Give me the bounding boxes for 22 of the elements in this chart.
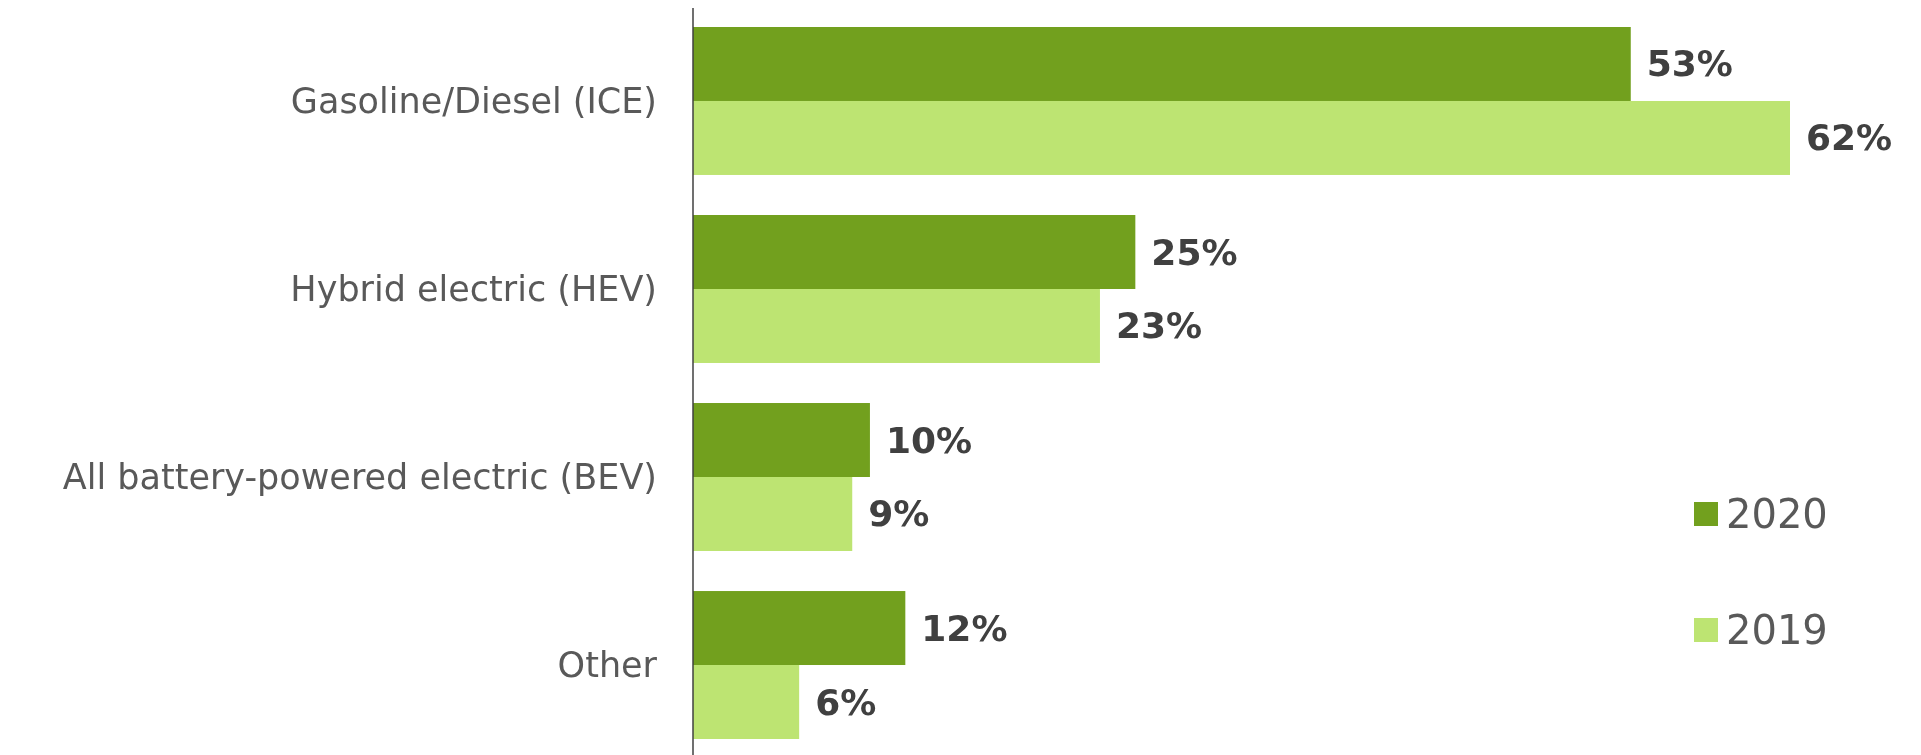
data-label: 25% [1151, 231, 1238, 273]
data-label: 10% [885, 419, 973, 461]
bar [693, 403, 870, 478]
data-label: 53% [1646, 43, 1733, 85]
y-tick-label: Gasoline/Diesel (ICE) [290, 80, 657, 121]
bar [693, 477, 853, 551]
bar [693, 288, 1100, 363]
data-label: 6% [815, 681, 877, 723]
bar [693, 215, 1136, 289]
y-tick-label: All battery-powered electric (BEV) [62, 457, 657, 498]
data-label: 9% [868, 493, 930, 535]
data-label: 23% [1115, 305, 1203, 347]
data-label: 62% [1806, 117, 1893, 159]
bar [693, 100, 1790, 175]
y-tick-label: Hybrid electric (HEV) [290, 268, 657, 309]
legend-label: 2020 [1726, 491, 1828, 537]
bar [693, 591, 906, 666]
bar [693, 665, 800, 739]
legend-label: 2019 [1726, 607, 1828, 653]
y-tick-label: Other [557, 645, 658, 686]
data-label: 12% [921, 607, 1008, 649]
bar [693, 27, 1631, 101]
